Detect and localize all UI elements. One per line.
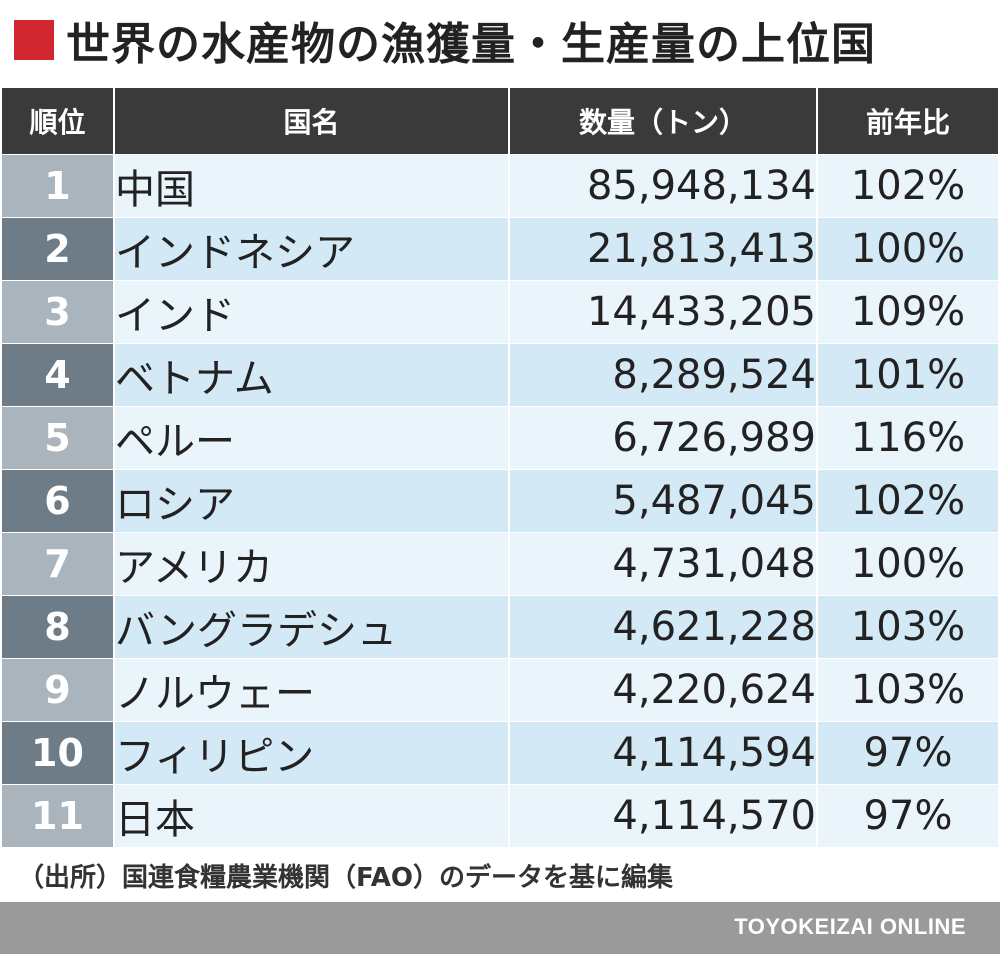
- page-title: 世界の水産物の漁獲量・生産量の上位国: [66, 19, 876, 70]
- rank-cell: 4: [2, 343, 114, 407]
- column-header-quantity: 数量（トン）: [508, 88, 817, 155]
- table-row: 9 ノルウェー 4,220,624 103%: [2, 658, 998, 722]
- quantity-cell: 8,289,524: [508, 343, 817, 407]
- country-cell: ペルー: [113, 406, 509, 470]
- footer-bar: TOYOKEIZAI ONLINE: [0, 902, 1000, 954]
- country-cell: アメリカ: [113, 532, 509, 596]
- ratio-cell: 102%: [816, 154, 998, 218]
- table-row: 8 バングラデシュ 4,621,228 103%: [2, 595, 998, 659]
- ratio-cell: 97%: [816, 721, 998, 785]
- country-cell: ロシア: [113, 469, 509, 533]
- table-row: 2 インドネシア 21,813,413 100%: [2, 217, 998, 281]
- table-row: 7 アメリカ 4,731,048 100%: [2, 532, 998, 596]
- quantity-cell: 85,948,134: [508, 154, 817, 218]
- table-row: 6 ロシア 5,487,045 102%: [2, 469, 998, 533]
- brand-label: TOYOKEIZAI ONLINE: [734, 914, 966, 939]
- column-header-ratio: 前年比: [816, 88, 998, 155]
- ratio-cell: 103%: [816, 658, 998, 722]
- title-marker-square: [14, 20, 54, 60]
- table-row: 4 ベトナム 8,289,524 101%: [2, 343, 998, 407]
- quantity-cell: 4,621,228: [508, 595, 817, 659]
- quantity-cell: 4,220,624: [508, 658, 817, 722]
- country-cell: インドネシア: [113, 217, 509, 281]
- column-header-country: 国名: [113, 88, 509, 155]
- rank-cell: 10: [2, 721, 114, 785]
- country-cell: ノルウェー: [113, 658, 509, 722]
- table-row: 3 インド 14,433,205 109%: [2, 280, 998, 344]
- ratio-cell: 100%: [816, 217, 998, 281]
- table-body: 1 中国 85,948,134 102% 2 インドネシア 21,813,413…: [2, 154, 998, 847]
- rank-cell: 8: [2, 595, 114, 659]
- ratio-cell: 109%: [816, 280, 998, 344]
- quantity-cell: 5,487,045: [508, 469, 817, 533]
- quantity-cell: 14,433,205: [508, 280, 817, 344]
- ratio-cell: 101%: [816, 343, 998, 407]
- quantity-cell: 4,114,594: [508, 721, 817, 785]
- country-cell: 日本: [113, 784, 509, 847]
- country-cell: 中国: [113, 154, 509, 218]
- table-row: 1 中国 85,948,134 102%: [2, 154, 998, 218]
- ratio-cell: 100%: [816, 532, 998, 596]
- ratio-cell: 103%: [816, 595, 998, 659]
- rank-cell: 1: [2, 154, 114, 218]
- quantity-cell: 6,726,989: [508, 406, 817, 470]
- rank-cell: 5: [2, 406, 114, 470]
- country-cell: インド: [113, 280, 509, 344]
- country-cell: バングラデシュ: [113, 595, 509, 659]
- table-header-row: 順位 国名 数量（トン） 前年比: [2, 88, 998, 155]
- country-cell: ベトナム: [113, 343, 509, 407]
- ratio-cell: 97%: [816, 784, 998, 847]
- quantity-cell: 4,731,048: [508, 532, 817, 596]
- table-row: 11 日本 4,114,570 97%: [2, 784, 998, 847]
- quantity-cell: 21,813,413: [508, 217, 817, 281]
- quantity-cell: 4,114,570: [508, 784, 817, 847]
- rank-cell: 3: [2, 280, 114, 344]
- rank-cell: 9: [2, 658, 114, 722]
- title-bar: 世界の水産物の漁獲量・生産量の上位国: [0, 0, 1000, 80]
- ranking-table: 順位 国名 数量（トン） 前年比 1 中国 85,948,134 102% 2 …: [2, 88, 998, 847]
- ratio-cell: 116%: [816, 406, 998, 470]
- table-row: 10 フィリピン 4,114,594 97%: [2, 721, 998, 785]
- country-cell: フィリピン: [113, 721, 509, 785]
- ratio-cell: 102%: [816, 469, 998, 533]
- table-row: 5 ペルー 6,726,989 116%: [2, 406, 998, 470]
- rank-cell: 7: [2, 532, 114, 596]
- rank-cell: 11: [2, 784, 114, 847]
- rank-cell: 6: [2, 469, 114, 533]
- rank-cell: 2: [2, 217, 114, 281]
- column-header-rank: 順位: [2, 88, 114, 155]
- source-note: （出所）国連食糧農業機関（FAO）のデータを基に編集: [18, 863, 674, 893]
